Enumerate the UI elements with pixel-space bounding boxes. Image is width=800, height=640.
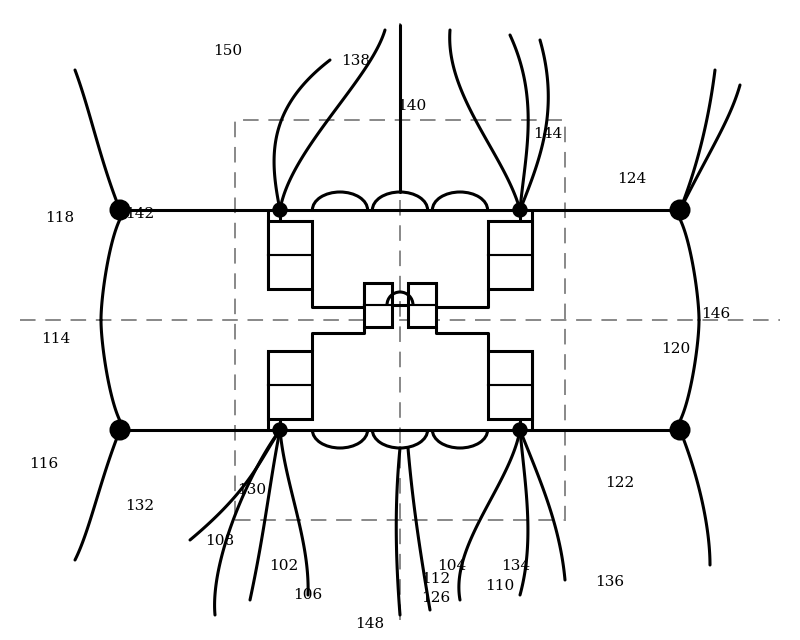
Bar (488, 221, 532, 289)
Text: 126: 126 (422, 591, 450, 605)
Circle shape (273, 203, 287, 217)
Text: 130: 130 (238, 483, 266, 497)
Text: 112: 112 (422, 572, 450, 586)
Circle shape (671, 421, 689, 439)
Text: 120: 120 (662, 342, 690, 356)
Circle shape (671, 201, 689, 219)
Text: 118: 118 (46, 211, 74, 225)
Text: 124: 124 (618, 172, 646, 186)
Circle shape (273, 423, 287, 437)
Text: 102: 102 (270, 559, 298, 573)
Text: 132: 132 (126, 499, 154, 513)
Text: 116: 116 (30, 457, 58, 471)
Bar (268, 221, 312, 289)
Text: 104: 104 (438, 559, 466, 573)
Text: 148: 148 (355, 617, 384, 631)
Bar (408, 283, 436, 327)
Text: 114: 114 (42, 332, 70, 346)
Text: 122: 122 (606, 476, 634, 490)
Circle shape (111, 421, 129, 439)
Text: 144: 144 (534, 127, 562, 141)
Bar (364, 283, 392, 327)
Circle shape (513, 423, 527, 437)
Text: 140: 140 (398, 99, 426, 113)
Text: 106: 106 (294, 588, 322, 602)
Bar (268, 351, 312, 419)
Circle shape (513, 203, 527, 217)
Text: 134: 134 (502, 559, 530, 573)
Text: 110: 110 (486, 579, 514, 593)
Text: 136: 136 (595, 575, 624, 589)
Circle shape (111, 201, 129, 219)
Bar (235, 120, 565, 520)
Text: 146: 146 (702, 307, 730, 321)
Text: 150: 150 (214, 44, 242, 58)
Text: 142: 142 (126, 207, 154, 221)
Text: 138: 138 (342, 54, 370, 68)
Text: 108: 108 (206, 534, 234, 548)
Bar (488, 351, 532, 419)
